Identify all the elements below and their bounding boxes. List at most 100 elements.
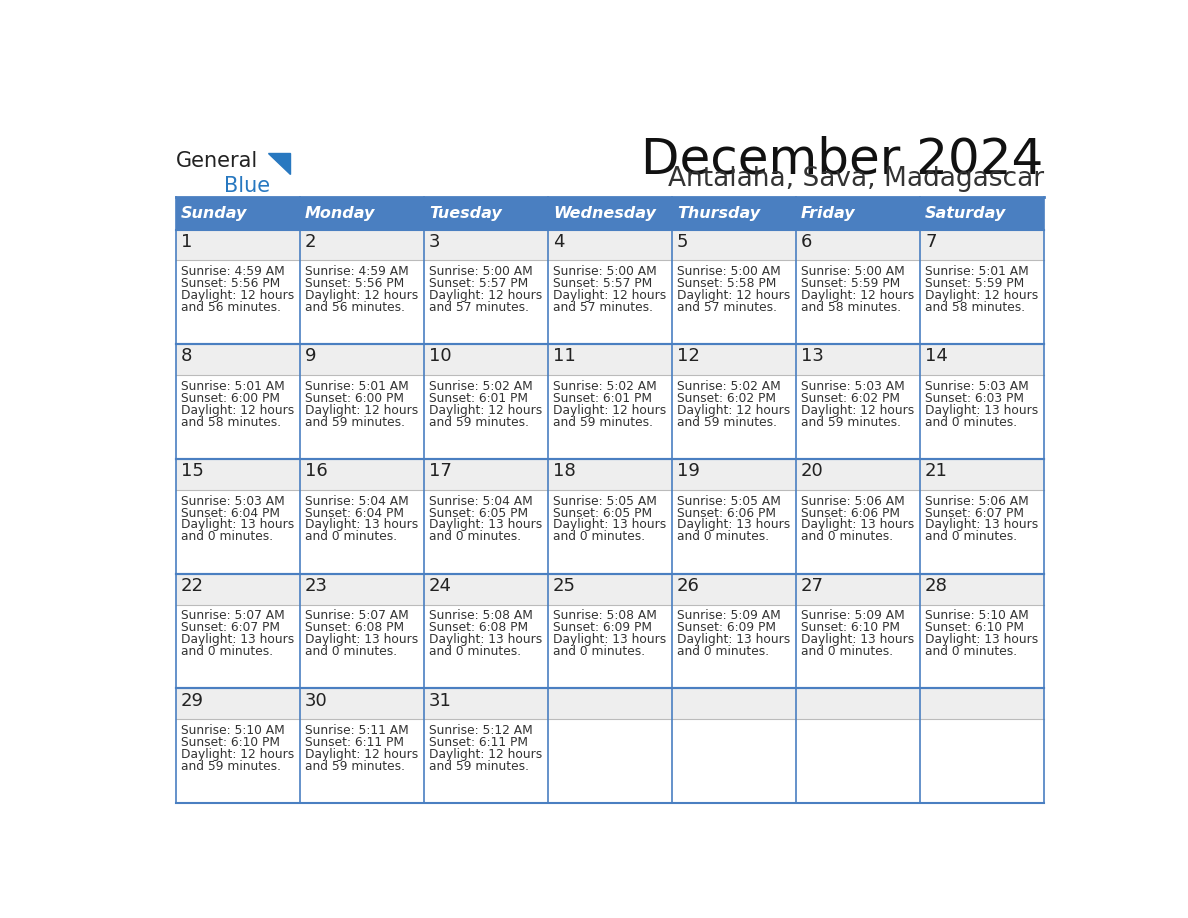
Text: Daylight: 13 hours: Daylight: 13 hours bbox=[181, 519, 295, 532]
Text: 3: 3 bbox=[429, 232, 441, 251]
Bar bbox=[796, 720, 920, 803]
Text: Daylight: 13 hours: Daylight: 13 hours bbox=[305, 633, 418, 646]
Text: Sunset: 6:00 PM: Sunset: 6:00 PM bbox=[181, 392, 280, 405]
Text: Daylight: 13 hours: Daylight: 13 hours bbox=[801, 519, 915, 532]
Text: 7: 7 bbox=[925, 232, 936, 251]
Bar bbox=[796, 688, 920, 720]
Bar bbox=[548, 344, 671, 375]
Text: 29: 29 bbox=[181, 691, 204, 710]
Bar bbox=[548, 688, 671, 720]
Text: and 0 minutes.: and 0 minutes. bbox=[801, 645, 893, 658]
Bar bbox=[796, 261, 920, 344]
Bar bbox=[176, 490, 299, 574]
Text: Tuesday: Tuesday bbox=[429, 206, 501, 221]
Text: Sunset: 5:57 PM: Sunset: 5:57 PM bbox=[554, 277, 652, 290]
Text: and 0 minutes.: and 0 minutes. bbox=[305, 531, 397, 543]
Bar bbox=[299, 375, 424, 459]
Bar bbox=[920, 720, 1043, 803]
Text: Sunrise: 5:01 AM: Sunrise: 5:01 AM bbox=[925, 265, 1029, 278]
Text: Sunset: 6:02 PM: Sunset: 6:02 PM bbox=[677, 392, 776, 405]
Bar bbox=[796, 197, 920, 230]
Text: Daylight: 13 hours: Daylight: 13 hours bbox=[925, 633, 1038, 646]
Bar bbox=[299, 490, 424, 574]
Text: Sunset: 6:04 PM: Sunset: 6:04 PM bbox=[181, 507, 280, 520]
Bar bbox=[920, 459, 1043, 490]
Text: Daylight: 12 hours: Daylight: 12 hours bbox=[554, 289, 666, 302]
Text: Sunrise: 5:04 AM: Sunrise: 5:04 AM bbox=[305, 495, 409, 508]
Bar bbox=[920, 490, 1043, 574]
Text: Antalaha, Sava, Madagascar: Antalaha, Sava, Madagascar bbox=[668, 166, 1043, 193]
Text: and 57 minutes.: and 57 minutes. bbox=[554, 301, 653, 314]
Text: Daylight: 12 hours: Daylight: 12 hours bbox=[429, 748, 542, 761]
Text: Daylight: 12 hours: Daylight: 12 hours bbox=[305, 289, 418, 302]
Text: Sunrise: 5:05 AM: Sunrise: 5:05 AM bbox=[554, 495, 657, 508]
Text: Sunrise: 5:01 AM: Sunrise: 5:01 AM bbox=[305, 380, 409, 393]
Text: Sunday: Sunday bbox=[181, 206, 247, 221]
Text: 16: 16 bbox=[305, 462, 328, 480]
Text: 8: 8 bbox=[181, 347, 192, 365]
Text: and 0 minutes.: and 0 minutes. bbox=[305, 645, 397, 658]
Text: Daylight: 12 hours: Daylight: 12 hours bbox=[429, 404, 542, 417]
Bar bbox=[796, 459, 920, 490]
Bar bbox=[424, 490, 548, 574]
Text: 30: 30 bbox=[305, 691, 328, 710]
Text: Sunset: 6:10 PM: Sunset: 6:10 PM bbox=[925, 621, 1024, 634]
Text: and 59 minutes.: and 59 minutes. bbox=[305, 760, 405, 773]
Text: 20: 20 bbox=[801, 462, 823, 480]
Text: 13: 13 bbox=[801, 347, 824, 365]
Text: Daylight: 12 hours: Daylight: 12 hours bbox=[181, 289, 295, 302]
Text: Daylight: 12 hours: Daylight: 12 hours bbox=[181, 404, 295, 417]
Text: Sunset: 6:05 PM: Sunset: 6:05 PM bbox=[429, 507, 529, 520]
Bar bbox=[920, 574, 1043, 605]
Text: Sunrise: 5:03 AM: Sunrise: 5:03 AM bbox=[181, 495, 285, 508]
Text: Sunset: 6:09 PM: Sunset: 6:09 PM bbox=[554, 621, 652, 634]
Bar bbox=[920, 197, 1043, 230]
Text: Sunset: 6:06 PM: Sunset: 6:06 PM bbox=[677, 507, 776, 520]
Bar bbox=[299, 574, 424, 605]
Bar bbox=[424, 375, 548, 459]
Text: General: General bbox=[176, 151, 258, 171]
Text: Sunrise: 5:02 AM: Sunrise: 5:02 AM bbox=[554, 380, 657, 393]
Text: Sunset: 6:00 PM: Sunset: 6:00 PM bbox=[305, 392, 404, 405]
Text: 27: 27 bbox=[801, 577, 824, 595]
Text: Monday: Monday bbox=[305, 206, 375, 221]
Bar bbox=[299, 459, 424, 490]
Bar bbox=[671, 605, 796, 688]
Bar bbox=[176, 574, 299, 605]
Bar bbox=[176, 230, 299, 261]
Text: and 59 minutes.: and 59 minutes. bbox=[801, 416, 901, 429]
Bar bbox=[671, 230, 796, 261]
Text: Daylight: 13 hours: Daylight: 13 hours bbox=[554, 633, 666, 646]
Bar bbox=[796, 605, 920, 688]
Bar bbox=[671, 197, 796, 230]
Text: Sunrise: 5:07 AM: Sunrise: 5:07 AM bbox=[305, 610, 409, 622]
Bar bbox=[299, 720, 424, 803]
Text: and 57 minutes.: and 57 minutes. bbox=[429, 301, 529, 314]
Text: and 59 minutes.: and 59 minutes. bbox=[429, 416, 529, 429]
Bar bbox=[299, 344, 424, 375]
Bar bbox=[548, 230, 671, 261]
Text: 10: 10 bbox=[429, 347, 451, 365]
Bar bbox=[796, 375, 920, 459]
Bar bbox=[548, 720, 671, 803]
Text: Saturday: Saturday bbox=[925, 206, 1006, 221]
Text: Sunrise: 5:10 AM: Sunrise: 5:10 AM bbox=[181, 724, 285, 737]
Text: 14: 14 bbox=[925, 347, 948, 365]
Text: Sunset: 5:59 PM: Sunset: 5:59 PM bbox=[925, 277, 1024, 290]
Text: Sunrise: 5:09 AM: Sunrise: 5:09 AM bbox=[801, 610, 905, 622]
Text: and 58 minutes.: and 58 minutes. bbox=[925, 301, 1025, 314]
Text: and 57 minutes.: and 57 minutes. bbox=[677, 301, 777, 314]
Text: Sunset: 6:03 PM: Sunset: 6:03 PM bbox=[925, 392, 1024, 405]
Bar bbox=[796, 490, 920, 574]
Text: Daylight: 12 hours: Daylight: 12 hours bbox=[305, 404, 418, 417]
Bar bbox=[176, 261, 299, 344]
Bar bbox=[548, 605, 671, 688]
Bar bbox=[176, 344, 299, 375]
Text: Sunrise: 5:06 AM: Sunrise: 5:06 AM bbox=[925, 495, 1029, 508]
Text: and 0 minutes.: and 0 minutes. bbox=[181, 531, 273, 543]
Text: Sunset: 6:07 PM: Sunset: 6:07 PM bbox=[181, 621, 280, 634]
Text: and 0 minutes.: and 0 minutes. bbox=[554, 531, 645, 543]
Bar bbox=[920, 605, 1043, 688]
Text: and 0 minutes.: and 0 minutes. bbox=[801, 531, 893, 543]
Bar bbox=[424, 720, 548, 803]
